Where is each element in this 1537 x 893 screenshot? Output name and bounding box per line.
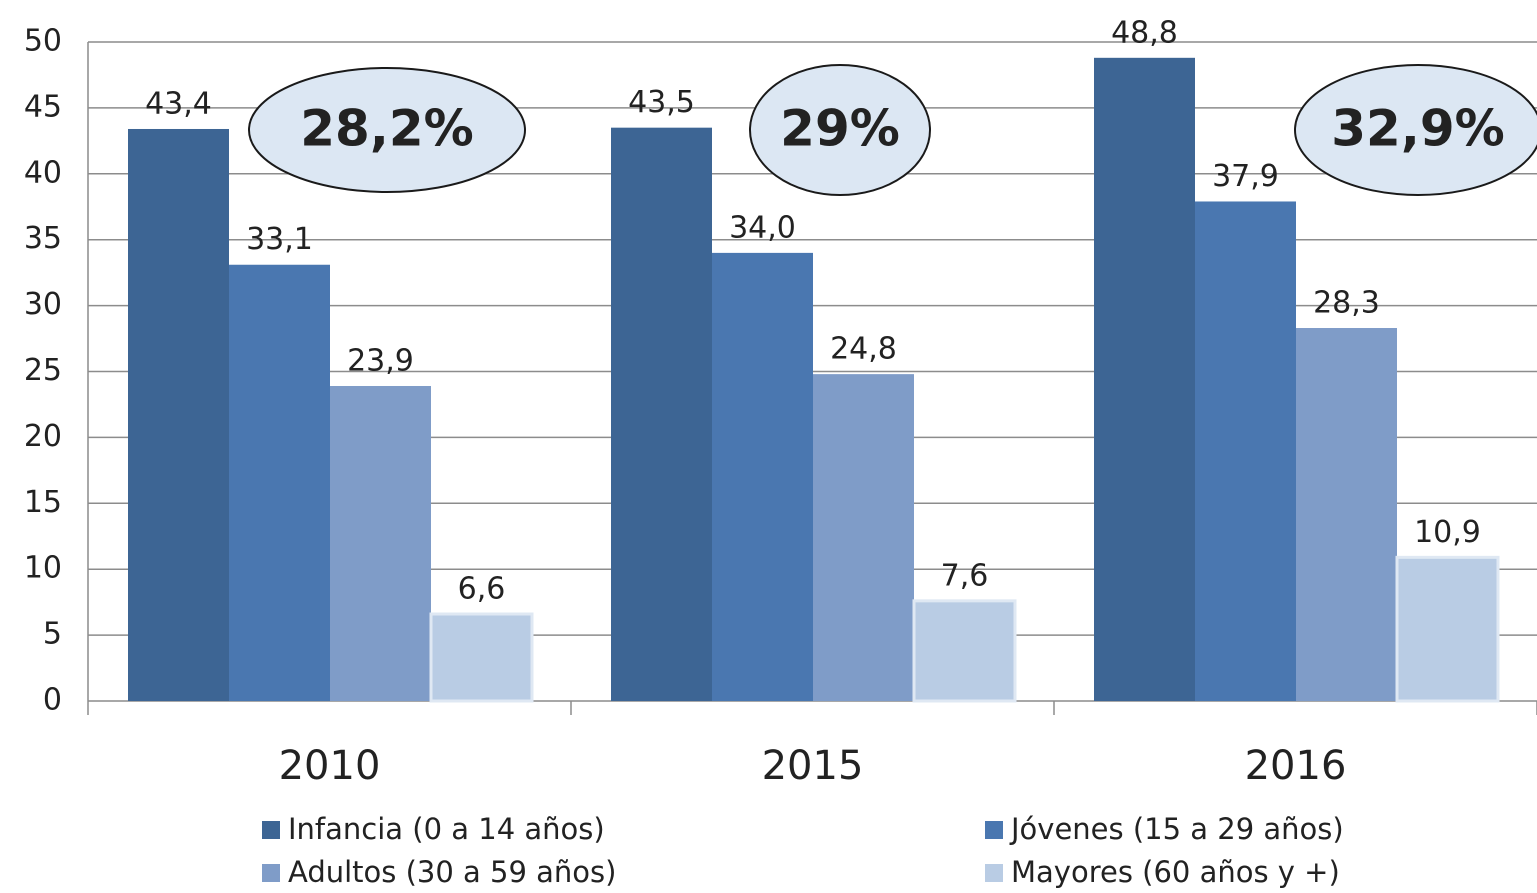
- annotation: 29%: [780, 100, 900, 158]
- x-tick-label: 2015: [762, 743, 864, 789]
- y-tick-label: 0: [43, 683, 62, 718]
- y-tick-label: 50: [24, 24, 62, 59]
- x-tick-label: 2010: [279, 743, 381, 789]
- legend-label: Infancia (0 a 14 años): [288, 812, 605, 846]
- y-tick-label: 10: [24, 551, 62, 586]
- value-label: 48,8: [1111, 15, 1178, 50]
- value-label: 34,0: [729, 210, 796, 245]
- value-label: 23,9: [347, 343, 414, 378]
- y-tick-label: 5: [43, 617, 62, 652]
- y-tick-label: 45: [24, 89, 62, 124]
- y-tick-label: 25: [24, 353, 62, 388]
- bar: [1094, 57, 1195, 702]
- bar: [611, 127, 712, 702]
- legend-swatch: [262, 821, 280, 839]
- legend-swatch: [985, 864, 1003, 882]
- bar: [912, 599, 1017, 703]
- legend-swatch: [262, 864, 280, 882]
- value-label: 28,3: [1313, 286, 1380, 321]
- annotation: 32,9%: [1331, 100, 1504, 158]
- value-label: 6,6: [458, 572, 506, 607]
- value-label: 24,8: [830, 332, 897, 367]
- bar: [1296, 328, 1397, 701]
- bar: [128, 128, 229, 701]
- value-label: 43,5: [628, 85, 695, 120]
- annotation: 28,2%: [300, 100, 473, 158]
- bar: [1395, 555, 1500, 703]
- annotation-bubble: [1294, 64, 1537, 196]
- bar: [330, 385, 431, 701]
- y-tick-label: 35: [24, 221, 62, 256]
- value-label: 43,4: [145, 86, 212, 121]
- value-label: 37,9: [1212, 159, 1279, 194]
- value-label: 7,6: [941, 558, 989, 593]
- y-tick-label: 20: [24, 419, 62, 454]
- bar: [813, 374, 914, 701]
- x-tick-label: 2016: [1245, 743, 1347, 789]
- bar: [1195, 201, 1296, 701]
- value-label: 10,9: [1414, 515, 1481, 550]
- bar: [229, 264, 330, 701]
- y-tick-label: 30: [24, 287, 62, 322]
- legend-label: Mayores (60 años y +): [1011, 855, 1340, 889]
- y-tick-label: 40: [24, 155, 62, 190]
- legend-label: Adultos (30 a 59 años): [288, 855, 616, 889]
- legend-label: Jóvenes (15 a 29 años): [1009, 812, 1344, 846]
- bar: [429, 612, 534, 703]
- bar: [712, 252, 813, 701]
- annotation-bubble: [749, 64, 931, 196]
- annotation-bubble: [248, 67, 526, 193]
- y-tick-label: 15: [24, 485, 62, 520]
- value-label: 33,1: [246, 222, 313, 257]
- legend-swatch: [985, 821, 1003, 839]
